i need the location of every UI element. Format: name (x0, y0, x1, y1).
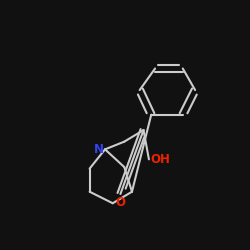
Text: N: N (94, 143, 104, 156)
Text: O: O (116, 196, 126, 209)
Text: OH: OH (150, 153, 170, 166)
